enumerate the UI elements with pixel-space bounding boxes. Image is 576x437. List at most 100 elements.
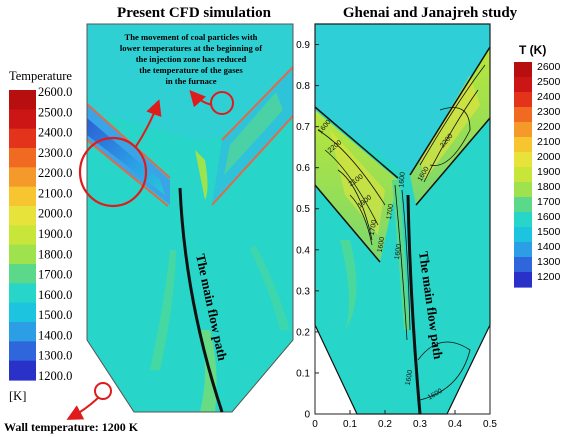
left-colorbar-swatch	[9, 322, 36, 342]
x-tick-label: 0	[312, 419, 318, 430]
right-legend-label: 1200	[537, 271, 561, 283]
y-tick-label: 0.5	[296, 204, 310, 215]
x-tick-label: 0.1	[343, 419, 357, 430]
right-colorbar-swatch	[514, 272, 532, 288]
left-colorbar-swatch	[9, 128, 36, 149]
left-colorbar-swatch	[9, 283, 36, 304]
right-colorbar-swatch	[514, 122, 532, 138]
annotation-line-3: the injection zone has reduced	[136, 54, 247, 64]
x-tick-label: 0.2	[378, 419, 392, 430]
right-colorbar-swatch	[514, 227, 532, 243]
contour-label: 1700	[386, 203, 395, 220]
left-colorbar-swatch	[9, 186, 36, 207]
annotation-line-4: the temperature of the gases	[139, 65, 243, 75]
y-tick-label: 0.2	[296, 327, 310, 338]
right-colorbar-swatch	[514, 257, 532, 273]
y-tick-label: 0.7	[296, 122, 310, 133]
x-tick-label: 0.3	[413, 419, 427, 430]
right-legend-labels: 2600 2500 2400 2300 2200 2100 2000 1900 1800 1700…	[537, 61, 561, 283]
left-colorbar-swatch	[9, 109, 36, 130]
left-colorbar-swatch	[9, 302, 36, 323]
left-annotation: The movement of coal particles with lowe…	[120, 32, 262, 86]
left-legend-label: 1600.0	[38, 288, 72, 302]
right-legend-title: T (K)	[519, 43, 546, 57]
right-legend-label: 1500	[537, 226, 561, 238]
left-legend-label: 2500.0	[38, 105, 72, 119]
y-tick-label: 0	[304, 410, 310, 421]
left-colorbar-swatch	[9, 264, 36, 284]
wall-circle	[94, 382, 112, 400]
right-colorbar-swatch	[514, 167, 532, 183]
left-legend-label: 2400.0	[38, 126, 72, 140]
y-tick-label: 0.4	[296, 245, 310, 256]
left-legend-unit: [K]	[9, 389, 26, 403]
right-panel-title: Ghenai and Janajreh study	[343, 5, 518, 21]
right-colorbar-swatch	[514, 137, 532, 153]
right-legend-label: 1300	[537, 256, 561, 268]
left-legend-label: 2100.0	[38, 186, 72, 200]
right-legend-label: 2200	[537, 121, 561, 133]
left-legend-labels: 2600.0 2500.0 2400.0 2300.0 2200.0 2100.0 2000…	[38, 85, 72, 383]
left-legend-label: 1900.0	[38, 227, 72, 241]
arrow-to-annotation-right	[189, 90, 213, 108]
right-colorbar-swatch	[514, 107, 532, 123]
left-colorbar-swatch	[9, 90, 36, 110]
left-colorbar-swatch	[9, 206, 36, 226]
left-colorbar-swatch	[9, 225, 36, 246]
x-tick-label: 0.5	[483, 419, 497, 430]
contour-label: 1700	[369, 219, 379, 236]
left-legend-label: 2000.0	[38, 207, 72, 221]
annotation-line-1: The movement of coal particles with	[125, 32, 258, 42]
right-main-flow-path	[406, 194, 422, 415]
contour-label: 1600	[377, 236, 387, 253]
left-legend-label: 1300.0	[38, 349, 72, 363]
contour-label: 1600	[394, 243, 403, 260]
y-axis-ticks: 0 0.1 0.2 0.3 0.4 0.5 0.6 0.7 0.8 0.9	[296, 40, 319, 421]
right-legend-label: 2400	[537, 91, 561, 103]
left-colorbar	[9, 90, 36, 381]
left-colorbar-swatch	[9, 244, 36, 265]
right-legend-label: 2300	[537, 106, 561, 118]
wall-arrow	[66, 397, 99, 420]
left-legend-title: Temperature	[9, 69, 72, 83]
right-colorbar-swatch	[514, 92, 532, 108]
left-colorbar-swatch	[9, 167, 36, 188]
right-colorbar-swatch	[514, 212, 532, 228]
y-tick-label: 0.6	[296, 163, 310, 174]
contour-label: 1600	[398, 172, 406, 188]
annotation-line-2: lower temperatures at the beginning of	[120, 43, 262, 53]
right-legend-label: 1800	[537, 181, 561, 193]
cool-zone-circle	[78, 136, 148, 208]
left-main-flow-path	[178, 187, 224, 413]
right-colorbar-swatch	[514, 197, 532, 213]
right-plot	[314, 23, 491, 415]
injection-circle	[210, 91, 234, 115]
right-legend-label: 1600	[537, 211, 561, 223]
left-legend-label: 2600.0	[38, 85, 72, 99]
left-panel-title: Present CFD simulation	[117, 5, 272, 21]
right-legend-label: 2500	[537, 76, 561, 88]
right-colorbar-swatch	[514, 182, 532, 198]
y-tick-label: 0.9	[296, 40, 310, 51]
y-tick-label: 0.1	[296, 368, 310, 379]
right-colorbar-swatch	[514, 62, 532, 78]
right-colorbar-swatch	[514, 77, 532, 93]
arrow-to-annotation-left	[134, 99, 162, 149]
left-legend-label: 2200.0	[38, 166, 72, 180]
wall-temperature-note: Wall temperature: 1200 K	[4, 420, 139, 434]
left-colorbar-swatch	[9, 360, 36, 381]
right-legend-label: 2100	[537, 136, 561, 148]
right-colorbar	[514, 62, 532, 288]
x-axis-ticks: 0 0.1 0.2 0.3 0.4 0.5	[312, 410, 497, 430]
annotation-line-5: in the furnace	[165, 76, 216, 86]
y-tick-label: 0.3	[296, 286, 310, 297]
right-legend-label: 1400	[537, 241, 561, 253]
right-colorbar-swatch	[514, 242, 532, 258]
left-legend-label: 1200.0	[38, 369, 72, 383]
right-legend-label: 2600	[537, 61, 561, 73]
left-colorbar-swatch	[9, 341, 36, 362]
contour-label: 1600	[405, 369, 415, 386]
right-legend-label: 2000	[537, 151, 561, 163]
left-legend-label: 1400.0	[38, 328, 72, 342]
